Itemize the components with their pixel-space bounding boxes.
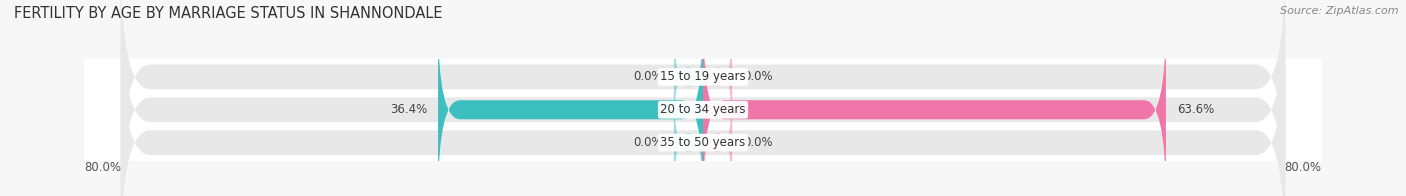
Text: Source: ZipAtlas.com: Source: ZipAtlas.com xyxy=(1281,6,1399,16)
Text: 80.0%: 80.0% xyxy=(1285,161,1322,174)
FancyBboxPatch shape xyxy=(121,0,1285,196)
FancyBboxPatch shape xyxy=(673,86,703,196)
FancyBboxPatch shape xyxy=(121,24,1285,196)
FancyBboxPatch shape xyxy=(703,21,733,133)
Text: 0.0%: 0.0% xyxy=(633,70,664,83)
Text: 0.0%: 0.0% xyxy=(742,136,773,149)
Text: 0.0%: 0.0% xyxy=(633,136,664,149)
Text: FERTILITY BY AGE BY MARRIAGE STATUS IN SHANNONDALE: FERTILITY BY AGE BY MARRIAGE STATUS IN S… xyxy=(14,6,443,21)
Text: 35 to 50 years: 35 to 50 years xyxy=(661,136,745,149)
Text: 36.4%: 36.4% xyxy=(389,103,427,116)
FancyBboxPatch shape xyxy=(121,0,1285,196)
Text: 15 to 19 years: 15 to 19 years xyxy=(661,70,745,83)
FancyBboxPatch shape xyxy=(703,86,733,196)
FancyBboxPatch shape xyxy=(439,21,703,196)
Text: 0.0%: 0.0% xyxy=(742,70,773,83)
FancyBboxPatch shape xyxy=(673,21,703,133)
Text: 80.0%: 80.0% xyxy=(84,161,121,174)
Text: 20 to 34 years: 20 to 34 years xyxy=(661,103,745,116)
FancyBboxPatch shape xyxy=(703,21,1166,196)
Text: 63.6%: 63.6% xyxy=(1177,103,1213,116)
